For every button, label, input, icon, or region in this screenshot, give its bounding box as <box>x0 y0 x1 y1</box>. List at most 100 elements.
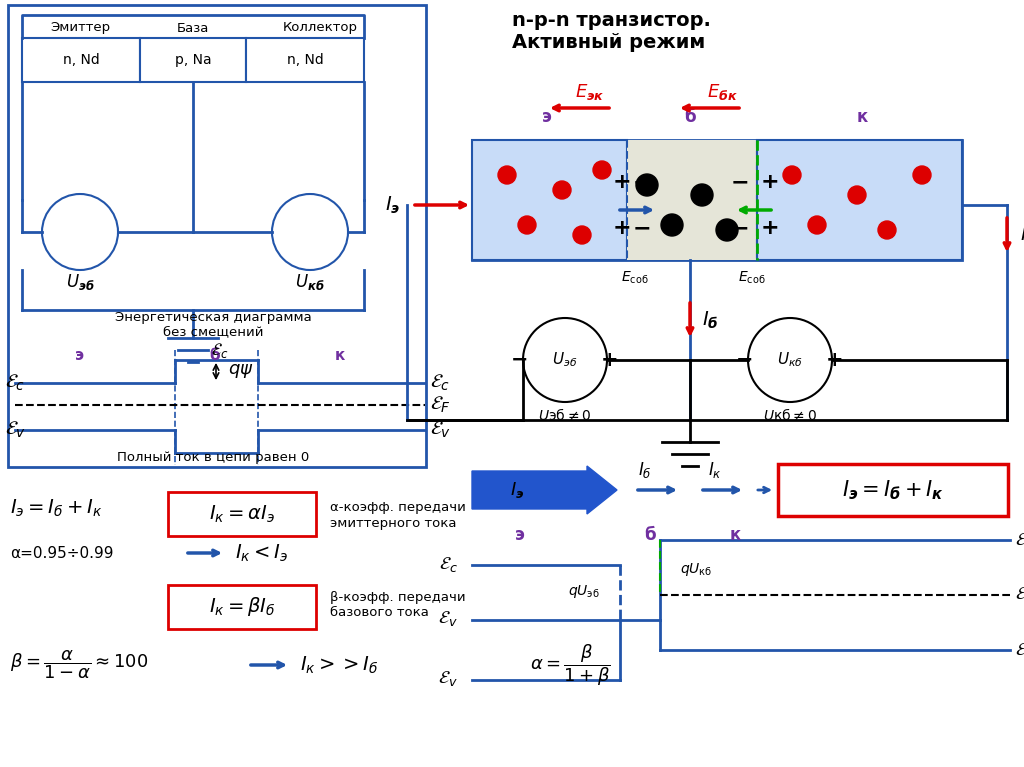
Text: $\mathcal{E}_v$: $\mathcal{E}_v$ <box>438 608 458 627</box>
Circle shape <box>748 318 831 402</box>
Text: $qU_{\mathregular{эб}}$: $qU_{\mathregular{эб}}$ <box>568 584 600 601</box>
Text: $\mathcal{E}_v$: $\mathcal{E}_v$ <box>438 669 458 687</box>
Text: n, Nd: n, Nd <box>287 53 324 67</box>
Circle shape <box>848 186 866 204</box>
Text: $U_{\mathregular{кб}}$: $U_{\mathregular{кб}}$ <box>777 351 803 370</box>
Bar <box>627 140 757 260</box>
Circle shape <box>553 181 571 199</box>
Circle shape <box>913 166 931 184</box>
Text: $\mathcal{E}_c$: $\mathcal{E}_c$ <box>430 373 451 393</box>
Text: $\mathcal{E}_c$: $\mathcal{E}_c$ <box>1015 531 1024 549</box>
Text: б: б <box>644 526 655 544</box>
Text: α=0.95÷0.99: α=0.95÷0.99 <box>10 545 114 561</box>
Bar <box>246 38 364 82</box>
Text: $U\mathregular{эб}\neq 0$: $U\mathregular{эб}\neq 0$ <box>539 407 592 423</box>
Text: −: − <box>731 172 750 192</box>
Text: $\beta = \dfrac{\alpha}{1-\alpha} \approx 100$: $\beta = \dfrac{\alpha}{1-\alpha} \appro… <box>10 649 148 681</box>
Circle shape <box>636 174 658 196</box>
Text: к: к <box>335 347 345 363</box>
Text: −: − <box>736 350 754 370</box>
Text: $\mathcal{E}_F$: $\mathcal{E}_F$ <box>1015 585 1024 604</box>
Text: $I_{\mathregular{к}}$: $I_{\mathregular{к}}$ <box>1020 225 1024 245</box>
Text: к: к <box>729 526 740 544</box>
Text: +: + <box>601 350 618 370</box>
Text: $I_к < I_э$: $I_к < I_э$ <box>234 542 288 564</box>
Text: э: э <box>542 108 552 126</box>
Text: Коллектор: Коллектор <box>283 21 357 35</box>
Text: $E_{\mathregular{соб}}$: $E_{\mathregular{соб}}$ <box>738 270 766 286</box>
Circle shape <box>573 226 591 244</box>
Circle shape <box>593 161 611 179</box>
Text: База: База <box>177 21 209 35</box>
Text: Энергетическая диаграмма: Энергетическая диаграмма <box>115 311 311 324</box>
Circle shape <box>523 318 607 402</box>
Text: $U_{\mathregular{эб}}$: $U_{\mathregular{эб}}$ <box>552 351 578 370</box>
Text: эмиттерного тока: эмиттерного тока <box>330 516 457 529</box>
Text: $I_{\mathregular{к}}$: $I_{\mathregular{к}}$ <box>708 460 722 480</box>
Text: $E_{\mathregular{эк}}$: $E_{\mathregular{эк}}$ <box>575 82 605 102</box>
Text: б: б <box>684 108 696 126</box>
Bar <box>472 140 962 260</box>
Text: $I_{\mathregular{б}}$: $I_{\mathregular{б}}$ <box>638 460 652 480</box>
Bar <box>757 140 962 260</box>
Circle shape <box>716 219 738 241</box>
Text: $E_{\mathregular{бк}}$: $E_{\mathregular{бк}}$ <box>707 82 737 102</box>
Text: $\mathcal{E}_v$: $\mathcal{E}_v$ <box>430 420 452 440</box>
Text: +: + <box>761 172 779 192</box>
Text: n-p-n транзистор.: n-p-n транзистор. <box>512 11 711 29</box>
Text: $\alpha = \dfrac{\beta}{1+\beta}$: $\alpha = \dfrac{\beta}{1+\beta}$ <box>530 642 611 688</box>
Bar <box>8 5 426 467</box>
Text: $\mathcal{E}_c$: $\mathcal{E}_c$ <box>5 373 26 393</box>
FancyArrow shape <box>472 466 617 514</box>
Text: $\mathcal{E}_c$: $\mathcal{E}_c$ <box>211 341 228 360</box>
Text: $I_{\mathregular{э}}$: $I_{\mathregular{э}}$ <box>510 480 524 500</box>
Bar <box>168 585 316 629</box>
Text: $I_э = I_б + I_к$: $I_э = I_б + I_к$ <box>10 497 102 518</box>
Circle shape <box>808 216 826 234</box>
Text: −: − <box>731 218 750 238</box>
Text: $I_к = \alpha I_э$: $I_к = \alpha I_э$ <box>209 503 274 525</box>
Text: $I_к >> I_б$: $I_к >> I_б$ <box>300 654 378 676</box>
Text: $\mathcal{E}_F$: $\mathcal{E}_F$ <box>430 395 451 415</box>
Circle shape <box>42 194 118 270</box>
Text: $\mathcal{E}_v$: $\mathcal{E}_v$ <box>5 420 27 440</box>
Text: $I_{\mathregular{э}}$: $I_{\mathregular{э}}$ <box>385 194 400 216</box>
Text: −: − <box>511 350 528 370</box>
Text: p, Na: p, Na <box>175 53 211 67</box>
Text: Активный режим: Активный режим <box>512 32 706 51</box>
Bar <box>140 38 246 82</box>
Text: −: − <box>633 218 651 238</box>
Text: Полный ток в цепи равен 0: Полный ток в цепи равен 0 <box>117 452 309 465</box>
Circle shape <box>518 216 536 234</box>
Text: $I_{\mathregular{э}}=I_{\mathregular{б}}+I_{\mathregular{к}}$: $I_{\mathregular{э}}=I_{\mathregular{б}}… <box>842 478 944 502</box>
Text: базового тока: базового тока <box>330 607 429 620</box>
Text: $E_{\mathregular{соб}}$: $E_{\mathregular{соб}}$ <box>622 270 649 286</box>
Text: β-коэфф. передачи: β-коэфф. передачи <box>330 591 466 604</box>
Text: $\mathit{U}_{\mathregular{эб}}$: $\mathit{U}_{\mathregular{эб}}$ <box>66 272 94 292</box>
Circle shape <box>272 194 348 270</box>
Text: без смещений: без смещений <box>163 325 263 338</box>
Bar <box>168 492 316 536</box>
Text: $I_{\mathregular{б}}$: $I_{\mathregular{б}}$ <box>702 309 719 331</box>
Bar <box>22 38 140 82</box>
Text: $q\psi$: $q\psi$ <box>228 362 254 380</box>
Text: к: к <box>856 108 867 126</box>
Circle shape <box>498 166 516 184</box>
Text: э: э <box>76 347 85 363</box>
Text: Эмиттер: Эмиттер <box>50 21 110 35</box>
Text: −: − <box>633 172 651 192</box>
Text: $\mathcal{E}_c$: $\mathcal{E}_c$ <box>439 555 458 574</box>
Text: $U\mathregular{кб}\neq 0$: $U\mathregular{кб}\neq 0$ <box>763 407 817 423</box>
Text: α-коэфф. передачи: α-коэфф. передачи <box>330 502 466 515</box>
Text: $I_к = \beta I_б$: $I_к = \beta I_б$ <box>209 595 275 618</box>
Text: +: + <box>612 218 632 238</box>
Circle shape <box>662 214 683 236</box>
Text: э: э <box>515 526 525 544</box>
Circle shape <box>691 184 713 206</box>
Text: +: + <box>612 172 632 192</box>
Text: n, Nd: n, Nd <box>62 53 99 67</box>
Bar <box>778 464 1008 516</box>
Bar <box>472 140 627 260</box>
Circle shape <box>878 221 896 239</box>
Text: б: б <box>210 347 220 363</box>
